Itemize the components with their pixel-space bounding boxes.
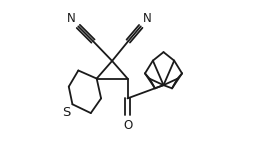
Text: O: O [123, 119, 132, 132]
Text: N: N [143, 12, 152, 25]
Text: N: N [67, 12, 76, 25]
Text: S: S [62, 106, 71, 119]
